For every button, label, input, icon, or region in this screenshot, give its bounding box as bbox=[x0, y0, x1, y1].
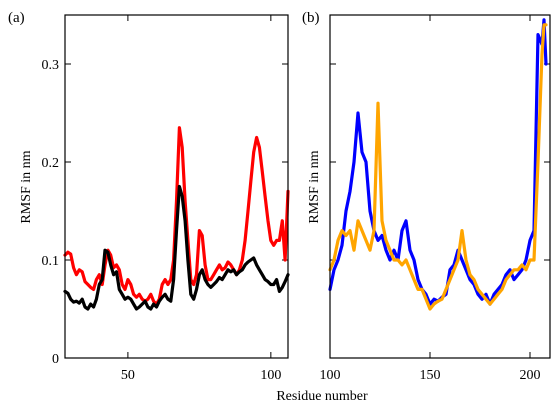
x-tick-label-a: 100 bbox=[260, 368, 281, 383]
panel-label-b: (b) bbox=[302, 10, 320, 26]
x-tick-label-b: 150 bbox=[420, 368, 441, 383]
series-line-b-0 bbox=[328, 18, 548, 306]
series-line-b-1 bbox=[328, 23, 548, 311]
plot-frame-a bbox=[64, 14, 289, 359]
series-line-a-1 bbox=[63, 184, 290, 311]
x-tick-label-b: 200 bbox=[520, 368, 541, 383]
y-tick-label-a: 0.1 bbox=[42, 254, 60, 269]
panel-b: (b) RMSF in nm 100 150 200 bbox=[302, 10, 551, 383]
series-line-a-0 bbox=[63, 126, 290, 306]
plot-frame-b bbox=[329, 14, 551, 359]
x-tick-label-a: 50 bbox=[121, 368, 135, 383]
y-tick-label-a: 0.3 bbox=[42, 58, 60, 73]
ticks-b: 100 150 200 bbox=[320, 15, 550, 383]
x-tick-label-b: 100 bbox=[320, 368, 341, 383]
x-axis-label: Residue number bbox=[276, 389, 368, 404]
series-group-a bbox=[63, 126, 290, 311]
y-axis-label-b: RMSF in nm bbox=[307, 150, 322, 223]
panel-label-a: (a) bbox=[8, 10, 25, 26]
ticks-a: 50 100 0 0.1 0.2 0.3 bbox=[42, 15, 288, 383]
y-tick-label-a: 0 bbox=[52, 352, 59, 367]
series-group-b bbox=[328, 18, 548, 311]
y-tick-label-a: 0.2 bbox=[42, 156, 60, 171]
panel-a: (a) RMSF in nm 50 100 0 0.1 0.2 0.3 bbox=[8, 10, 290, 383]
y-axis-label-a: RMSF in nm bbox=[19, 150, 34, 223]
